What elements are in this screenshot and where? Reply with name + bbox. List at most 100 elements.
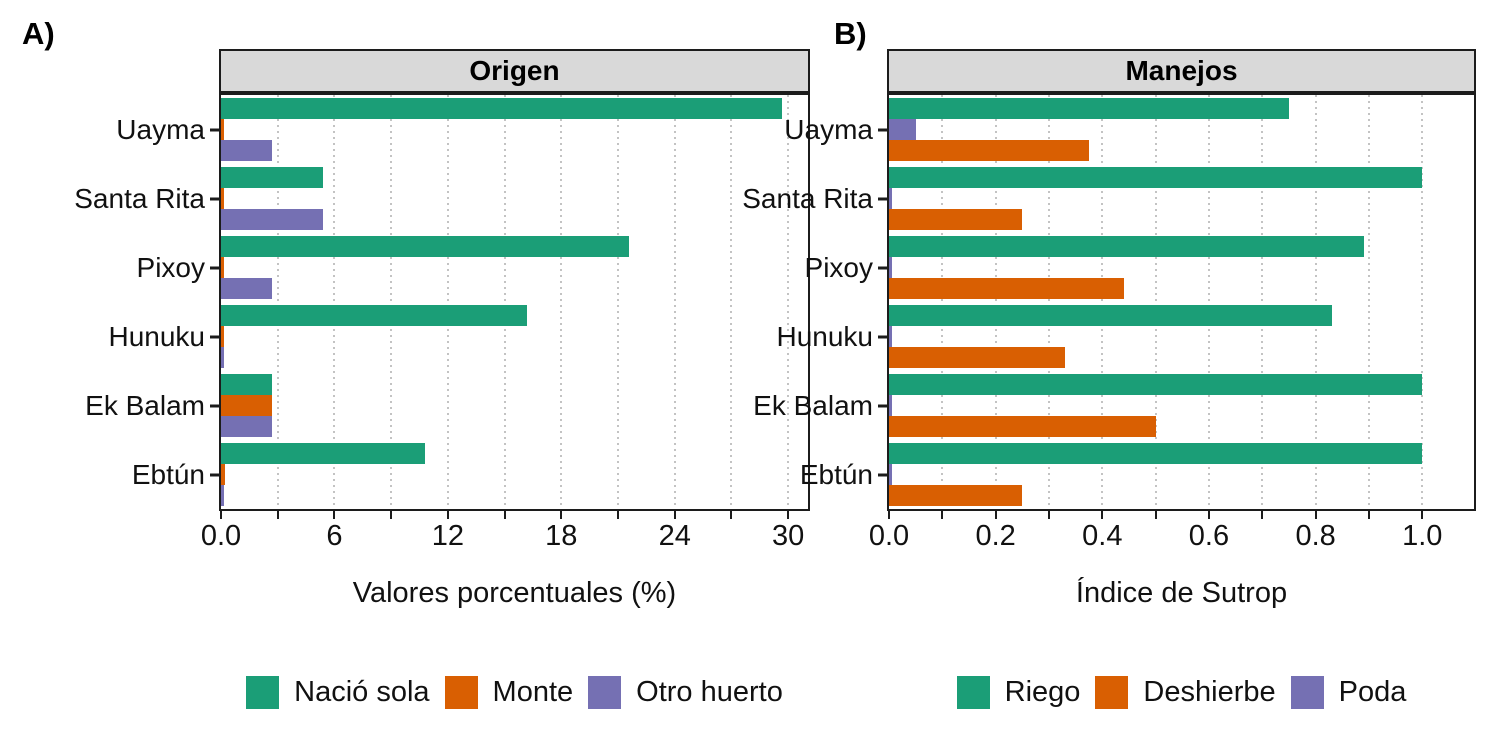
panel-a-tag: A) bbox=[22, 16, 55, 51]
x-axis-tick bbox=[994, 511, 997, 519]
gridline bbox=[994, 95, 997, 509]
panel-b-tag: B) bbox=[834, 16, 867, 51]
y-axis-tick bbox=[210, 404, 219, 407]
x-axis-tick bbox=[220, 511, 222, 519]
y-axis-label: Uayma bbox=[784, 113, 873, 145]
bar-otro-huerto bbox=[221, 278, 273, 299]
y-axis-tick bbox=[878, 404, 887, 407]
x-axis-tick bbox=[1367, 511, 1370, 519]
x-axis-tick-label: 1.0 bbox=[1402, 520, 1443, 552]
legend-item: Riego bbox=[956, 676, 1081, 709]
y-axis-label: Ek Balam bbox=[753, 389, 873, 421]
x-axis-tick-label: 24 bbox=[658, 520, 691, 552]
bar-deshierbe bbox=[889, 278, 1124, 299]
x-axis-tick bbox=[1421, 511, 1424, 519]
y-axis-label: Santa Rita bbox=[742, 182, 873, 214]
gridline bbox=[1261, 95, 1264, 509]
legend-item: Poda bbox=[1290, 676, 1407, 709]
y-axis-tick bbox=[210, 128, 219, 131]
panel-manejos: Manejos Uayma Santa Rita Pixoy Hunuku Ek Bal… bbox=[742, 0, 1476, 750]
bar-poda bbox=[889, 395, 892, 416]
legend-label: Poda bbox=[1338, 676, 1407, 708]
bar-monte bbox=[221, 464, 225, 485]
x-axis-tick bbox=[1047, 511, 1050, 519]
y-axis-tick bbox=[878, 473, 887, 476]
x-axis-tick bbox=[1154, 511, 1157, 519]
legend-swatch bbox=[444, 676, 478, 709]
bar-poda bbox=[889, 464, 892, 485]
gridline bbox=[1207, 95, 1210, 509]
x-axis-tick bbox=[787, 511, 790, 519]
y-axis-tick bbox=[878, 335, 887, 338]
panel-origen-plot-area bbox=[219, 93, 810, 511]
gridline bbox=[617, 95, 619, 509]
y-axis-tick bbox=[210, 473, 219, 476]
bar-nació-sola bbox=[221, 374, 273, 395]
x-axis-tick bbox=[333, 511, 336, 519]
bar-monte bbox=[221, 326, 224, 347]
gridline bbox=[503, 95, 506, 509]
y-axis-label: Ebtún bbox=[799, 458, 873, 490]
legend-label: Otro huerto bbox=[636, 676, 783, 708]
bar-nació-sola bbox=[221, 236, 630, 257]
panel-manejos-strip: Manejos bbox=[887, 49, 1476, 93]
bar-nació-sola bbox=[221, 305, 528, 326]
y-axis-tick bbox=[878, 197, 887, 200]
bar-monte bbox=[221, 395, 273, 416]
bar-nació-sola bbox=[221, 167, 324, 188]
legend-swatch bbox=[246, 676, 280, 709]
panel-origen-title: Origen bbox=[469, 55, 560, 86]
bar-monte bbox=[221, 188, 224, 209]
y-axis-tick bbox=[878, 128, 887, 131]
bar-nació-sola bbox=[221, 98, 783, 119]
bar-deshierbe bbox=[889, 347, 1065, 368]
x-axis-tick bbox=[673, 511, 676, 519]
bar-deshierbe bbox=[889, 209, 1023, 230]
legend-label: Monte bbox=[492, 676, 574, 708]
legend-swatch bbox=[588, 676, 622, 709]
x-axis-tick-label: 0.6 bbox=[1188, 520, 1230, 552]
x-axis-tick-label: 0.2 bbox=[975, 520, 1016, 552]
x-axis-tick bbox=[276, 511, 279, 519]
gridline bbox=[1047, 95, 1050, 509]
bar-riego bbox=[889, 98, 1289, 119]
panel-origen-legend: Nació sola Monte Otro huerto bbox=[219, 676, 810, 709]
panel-manejos-x-axis-title: Índice de Sutrop bbox=[1075, 577, 1288, 609]
x-axis-tick-label: 0.4 bbox=[1082, 520, 1123, 552]
x-axis-tick bbox=[1207, 511, 1210, 519]
bar-riego bbox=[889, 236, 1364, 257]
legend-item: Monte bbox=[444, 676, 574, 709]
gridline bbox=[560, 95, 563, 509]
gridline bbox=[730, 95, 733, 509]
legend-label: Nació sola bbox=[294, 676, 430, 708]
bar-otro-huerto bbox=[221, 209, 324, 230]
x-axis-tick-label: 0.0 bbox=[200, 520, 242, 552]
legend-label: Riego bbox=[1004, 676, 1081, 708]
y-axis-label: Pixoy bbox=[136, 251, 205, 283]
bar-nació-sola bbox=[221, 443, 426, 464]
gridline bbox=[673, 95, 676, 509]
x-axis-tick-label: 6 bbox=[326, 520, 343, 552]
bar-monte bbox=[221, 257, 224, 278]
y-axis-label: Hunuku bbox=[776, 320, 873, 352]
x-axis-tick bbox=[560, 511, 563, 519]
gridline bbox=[276, 95, 279, 509]
x-axis-tick bbox=[390, 511, 393, 519]
x-axis-tick-label: 0.8 bbox=[1295, 520, 1336, 552]
legend-item: Deshierbe bbox=[1095, 676, 1276, 709]
bar-otro-huerto bbox=[221, 347, 224, 368]
bar-poda bbox=[889, 326, 892, 347]
bar-poda bbox=[889, 188, 892, 209]
bar-otro-huerto bbox=[221, 485, 224, 506]
x-axis-tick bbox=[446, 511, 449, 519]
x-axis-tick-label: 12 bbox=[431, 520, 464, 552]
x-axis-tick bbox=[941, 511, 944, 519]
x-axis-tick bbox=[730, 511, 733, 519]
bar-monte bbox=[221, 119, 224, 140]
y-axis-tick bbox=[210, 266, 219, 269]
gridline bbox=[1101, 95, 1104, 509]
panel-manejos-title: Manejos bbox=[1125, 55, 1238, 86]
bar-riego bbox=[889, 305, 1332, 326]
y-axis-label: Ebtún bbox=[131, 458, 205, 490]
bar-deshierbe bbox=[889, 416, 1156, 437]
